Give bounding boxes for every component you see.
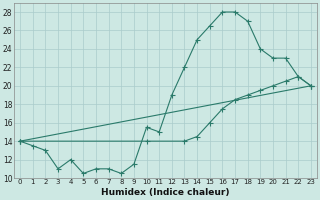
X-axis label: Humidex (Indice chaleur): Humidex (Indice chaleur) [101,188,230,197]
